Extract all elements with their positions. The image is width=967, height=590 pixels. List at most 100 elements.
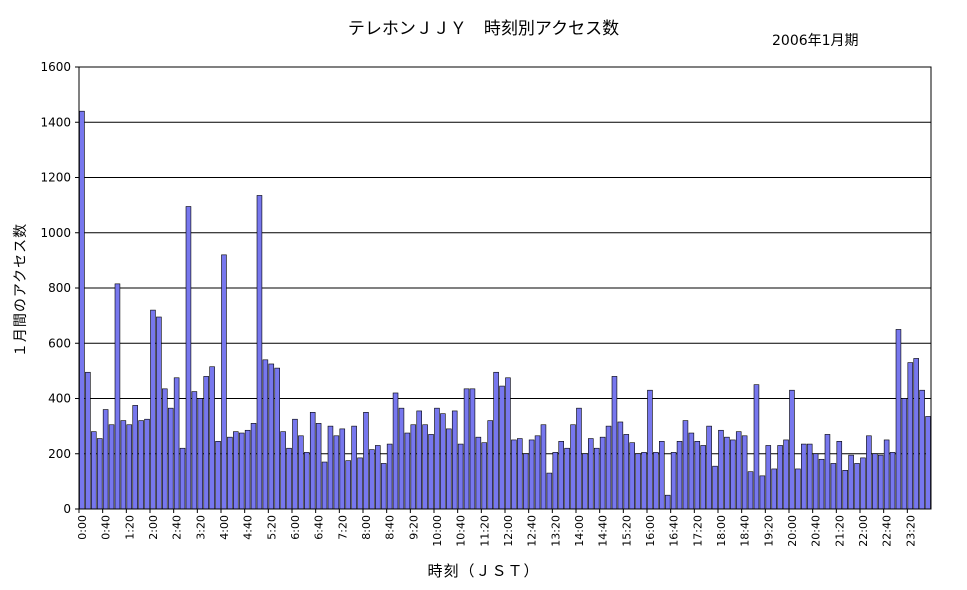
bar [422,424,428,510]
bar [238,432,245,510]
y-tick-label: 600 [48,336,71,350]
bar [404,432,411,510]
bar [215,441,221,510]
x-tick-label: 6:00 [289,515,302,540]
bar [765,445,772,510]
bar [570,424,576,510]
bar [611,376,618,510]
bar [280,431,286,510]
bar [434,407,440,510]
bar [564,447,570,510]
x-tick-label: 3:20 [194,515,207,540]
bar [505,377,511,510]
bar [806,443,813,510]
bar [144,418,150,510]
y-tick-label: 1200 [40,171,71,185]
x-tick-label: 14:40 [597,515,610,547]
bar [824,434,831,510]
bar [872,453,878,510]
x-tick-label: 14:00 [573,515,586,547]
x-tick-label: 2:40 [171,515,184,540]
bar [747,471,754,510]
bar [102,409,109,510]
bar [694,441,701,510]
bar [724,436,730,510]
bar [718,429,724,510]
x-tick-label: 4:00 [218,515,231,540]
bar [209,366,215,510]
x-tick-label: 8:40 [384,515,397,540]
bar [540,424,547,510]
bar [700,445,706,510]
bar [321,461,328,510]
bar [925,416,931,510]
bar [357,457,363,510]
x-tick-label: 10:00 [431,515,444,547]
x-tick-label: 22:40 [881,515,894,547]
bar [777,445,783,510]
bar [138,420,144,510]
bar [150,309,156,510]
bar [771,468,777,510]
bar [517,438,523,510]
y-tick-label: 200 [48,447,71,461]
bar [741,435,748,510]
bar [463,388,470,510]
bar [676,441,683,510]
bar [552,452,559,510]
bar [292,418,298,510]
bar [304,452,310,510]
y-tick-label: 400 [48,392,71,406]
x-tick-label: 12:40 [526,515,539,547]
bar [96,438,103,510]
bar [298,435,304,510]
bar [244,429,251,510]
chart-subtitle: 2006年1月期 [772,33,859,49]
x-tick-label: 2:00 [147,515,160,540]
bar [375,445,381,510]
x-tick-label: 12:00 [502,515,515,547]
bar [901,398,908,510]
bar [801,443,807,510]
x-tick-label: 11:20 [478,515,491,547]
x-tick-label: 21:20 [833,515,846,547]
x-tick-label: 10:40 [455,515,468,547]
bar [682,420,689,510]
x-tick-label: 4:40 [242,515,255,540]
bar [132,405,138,510]
x-tick-label: 18:00 [715,515,728,547]
bar [286,447,292,510]
bar [753,384,760,510]
bar [315,423,322,510]
bar [653,452,659,510]
bar [416,410,422,510]
bar [327,425,334,510]
y-tick-label: 1400 [40,115,71,129]
x-tick-label: 6:40 [313,515,326,540]
bar [836,441,843,510]
bar [493,371,499,510]
bar [475,436,482,510]
bar [451,410,458,510]
bar [866,435,872,510]
bar [883,439,890,510]
bar [546,472,553,510]
bar [179,447,186,510]
bar [79,110,85,510]
y-tick-label: 1000 [40,226,71,240]
y-tick-label: 0 [63,502,71,516]
bar [339,428,346,510]
bar [428,434,434,510]
bar [617,421,624,510]
bar [345,460,351,510]
x-tick-label: 0:00 [76,515,89,540]
bar [907,362,914,510]
bar [457,443,464,510]
bar [670,452,677,510]
bar [309,412,316,510]
x-tick-label: 5:20 [265,515,278,540]
chart-title: テレホンＪＪＹ 時刻別アクセス数 [347,19,620,39]
x-tick-label: 8:00 [360,515,373,540]
y-tick-label: 800 [48,281,71,295]
bar [593,447,600,510]
